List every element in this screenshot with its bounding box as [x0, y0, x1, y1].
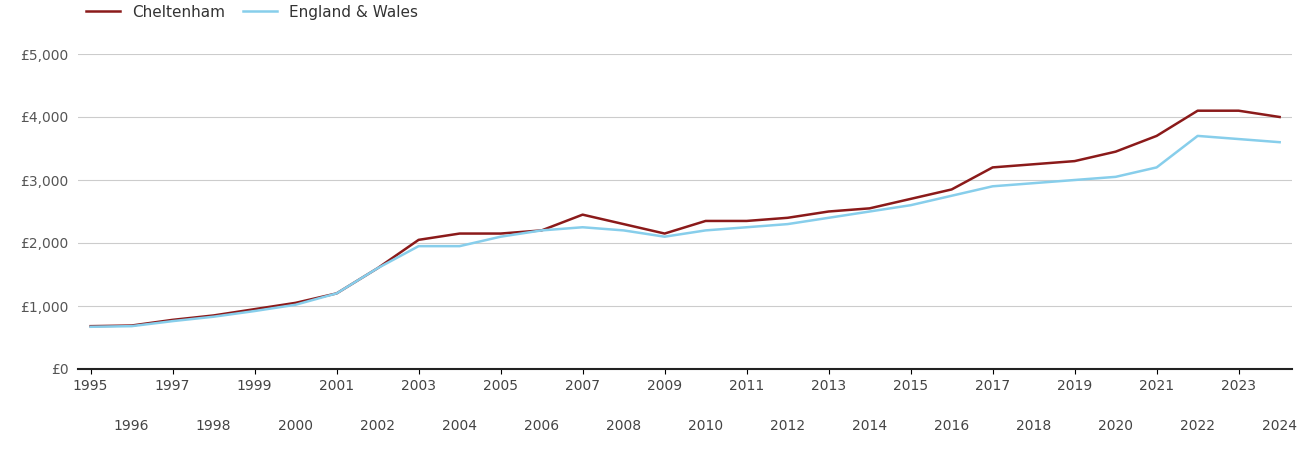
Cheltenham	[82, 324, 98, 329]
England & Wales	[656, 234, 672, 239]
England & Wales	[1231, 136, 1246, 142]
England & Wales	[985, 184, 1001, 189]
England & Wales	[288, 302, 304, 307]
England & Wales	[82, 324, 98, 329]
England & Wales	[1148, 165, 1164, 170]
Cheltenham	[329, 291, 345, 296]
Cheltenham	[821, 209, 837, 214]
Cheltenham	[1148, 133, 1164, 139]
Cheltenham	[616, 221, 632, 227]
Cheltenham	[944, 187, 959, 192]
England & Wales	[780, 221, 796, 227]
England & Wales	[821, 215, 837, 220]
England & Wales	[903, 202, 919, 208]
England & Wales	[1190, 133, 1206, 139]
England & Wales	[739, 225, 754, 230]
Cheltenham	[164, 317, 180, 323]
England & Wales	[124, 324, 140, 329]
Cheltenham	[985, 165, 1001, 170]
Cheltenham	[903, 196, 919, 202]
Legend: Cheltenham, England & Wales: Cheltenham, England & Wales	[86, 5, 418, 20]
Cheltenham	[656, 231, 672, 236]
Cheltenham	[369, 266, 385, 271]
England & Wales	[534, 228, 549, 233]
England & Wales	[861, 209, 877, 214]
Cheltenham	[206, 313, 222, 318]
Cheltenham	[574, 212, 590, 217]
Cheltenham	[739, 218, 754, 224]
Cheltenham	[288, 300, 304, 306]
England & Wales	[698, 228, 714, 233]
England & Wales	[1066, 177, 1082, 183]
Cheltenham	[780, 215, 796, 220]
Cheltenham	[1190, 108, 1206, 113]
Cheltenham	[1108, 149, 1124, 154]
Cheltenham	[1272, 114, 1288, 120]
Cheltenham	[493, 231, 509, 236]
England & Wales	[616, 228, 632, 233]
England & Wales	[164, 319, 180, 324]
Cheltenham	[861, 206, 877, 211]
Cheltenham	[1066, 158, 1082, 164]
England & Wales	[329, 291, 345, 296]
England & Wales	[1108, 174, 1124, 180]
England & Wales	[452, 243, 467, 249]
England & Wales	[574, 225, 590, 230]
Cheltenham	[698, 218, 714, 224]
Cheltenham	[247, 306, 262, 312]
England & Wales	[411, 243, 427, 249]
England & Wales	[369, 266, 385, 271]
England & Wales	[1272, 140, 1288, 145]
England & Wales	[493, 234, 509, 239]
England & Wales	[206, 314, 222, 319]
Cheltenham	[124, 323, 140, 328]
Cheltenham	[1231, 108, 1246, 113]
Cheltenham	[1026, 162, 1041, 167]
Line: Cheltenham: Cheltenham	[90, 111, 1280, 326]
Cheltenham	[534, 228, 549, 233]
Cheltenham	[452, 231, 467, 236]
England & Wales	[247, 308, 262, 314]
England & Wales	[944, 193, 959, 198]
England & Wales	[1026, 180, 1041, 186]
Cheltenham	[411, 237, 427, 243]
Line: England & Wales: England & Wales	[90, 136, 1280, 327]
